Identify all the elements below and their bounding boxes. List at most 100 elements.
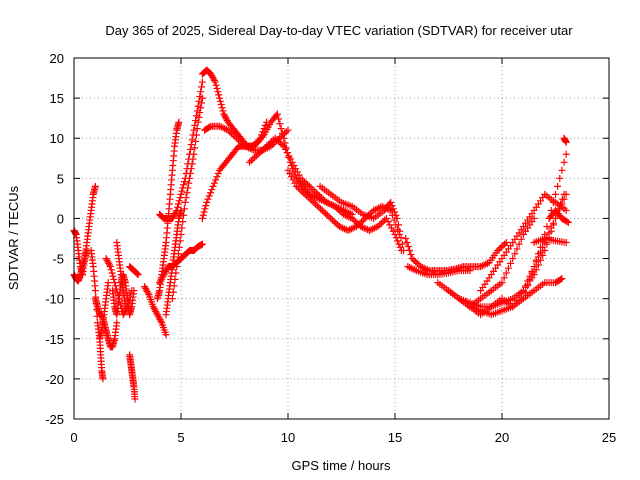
data-point-interp [289, 165, 297, 173]
data-point-interp [228, 129, 236, 137]
data-point-interp [106, 261, 114, 269]
data-point-interp [377, 219, 385, 227]
data-point-interp [560, 158, 568, 166]
data-point-interp [370, 224, 378, 232]
data-point-interp [261, 121, 269, 129]
y-tick-label: 10 [50, 131, 64, 146]
data-point-interp [221, 125, 229, 133]
data-point-interp [213, 84, 221, 92]
data-point [121, 303, 129, 311]
data-point-interp [156, 316, 164, 324]
data-point-interp [186, 145, 194, 153]
data-point-interp [413, 259, 421, 267]
data-point-interp [276, 120, 284, 128]
series-arc-ae [519, 275, 566, 303]
data-point-interp [170, 211, 178, 219]
data-point-interp [308, 197, 316, 205]
data-point [102, 255, 110, 263]
data-point-interp [354, 221, 362, 229]
data-point-interp [172, 208, 180, 216]
data-point-interp [109, 272, 117, 280]
data-point [245, 158, 253, 166]
data-point-interp [157, 317, 165, 325]
data-point-interp [391, 208, 399, 216]
data-point-interp [152, 308, 160, 316]
data-point-interp [257, 147, 265, 155]
data-point [134, 271, 142, 279]
data-point-interp [219, 107, 227, 115]
data-point [530, 263, 538, 271]
data-point [156, 279, 164, 287]
data-point-interp [323, 211, 331, 219]
data-point [168, 214, 176, 222]
data-point-interp [179, 218, 187, 226]
data-point-interp [214, 88, 222, 96]
data-point [558, 275, 566, 283]
data-point [177, 230, 185, 238]
data-point [233, 134, 241, 142]
data-point-interp [278, 141, 286, 149]
data-point-interp [206, 123, 214, 131]
data-point-interp [105, 259, 113, 267]
data-point-interp [180, 211, 188, 219]
x-tick-label: 10 [281, 430, 295, 445]
data-point-interp [266, 139, 274, 147]
data-point [186, 174, 194, 182]
data-point-interp [321, 198, 329, 206]
data-point-interp [389, 227, 397, 235]
data-point-interp [171, 275, 179, 283]
data-point-interp [549, 219, 557, 227]
data-point [387, 198, 395, 206]
data-point-interp [247, 157, 255, 165]
data-point-interp [410, 256, 418, 264]
data-point [509, 255, 517, 263]
data-point-interp [285, 153, 293, 161]
series-arc-ac [466, 214, 538, 311]
data-point [175, 118, 183, 126]
data-point-interp [243, 143, 251, 151]
data-point-interp [189, 155, 197, 163]
data-point-interp [200, 208, 208, 216]
data-point-interp [236, 137, 244, 145]
data-point-interp [558, 166, 566, 174]
data-point-interp [515, 240, 523, 248]
data-point [153, 311, 161, 319]
data-point-interp [303, 192, 311, 200]
data-point-interp [324, 199, 332, 207]
data-point-interp [563, 218, 571, 226]
data-point-interp [184, 184, 192, 192]
data-point-interp [537, 243, 545, 251]
data-point-interp [178, 187, 186, 195]
data-point [408, 255, 416, 263]
y-tick-label: -5 [52, 252, 64, 267]
data-point [216, 94, 224, 102]
data-point [335, 222, 343, 230]
data-point-interp [330, 218, 338, 226]
data-point-interp [412, 258, 420, 266]
data-point-interp [210, 179, 218, 187]
data-point [323, 198, 331, 206]
data-point-interp [213, 173, 221, 181]
data-point-interp [104, 258, 112, 266]
data-point-interp [210, 76, 218, 84]
data-point-interp [251, 153, 259, 161]
data-point [162, 331, 170, 339]
data-point-interp [174, 203, 182, 211]
data-point [552, 214, 559, 222]
data-point-interp [320, 208, 328, 216]
data-point [149, 303, 157, 311]
x-tick-label: 0 [70, 430, 77, 445]
data-point-interp [108, 269, 116, 277]
data-point-interp [107, 266, 115, 274]
data-point [402, 235, 410, 242]
data-point-interp [159, 272, 167, 280]
data-point [198, 214, 206, 222]
data-point-interp [358, 223, 366, 231]
data-points [70, 66, 572, 403]
plot-frame [73, 57, 610, 420]
data-point-interp [526, 275, 534, 283]
data-point [494, 247, 502, 255]
data-point-interp [554, 182, 562, 190]
data-point-interp [192, 131, 200, 139]
data-point [382, 214, 390, 222]
